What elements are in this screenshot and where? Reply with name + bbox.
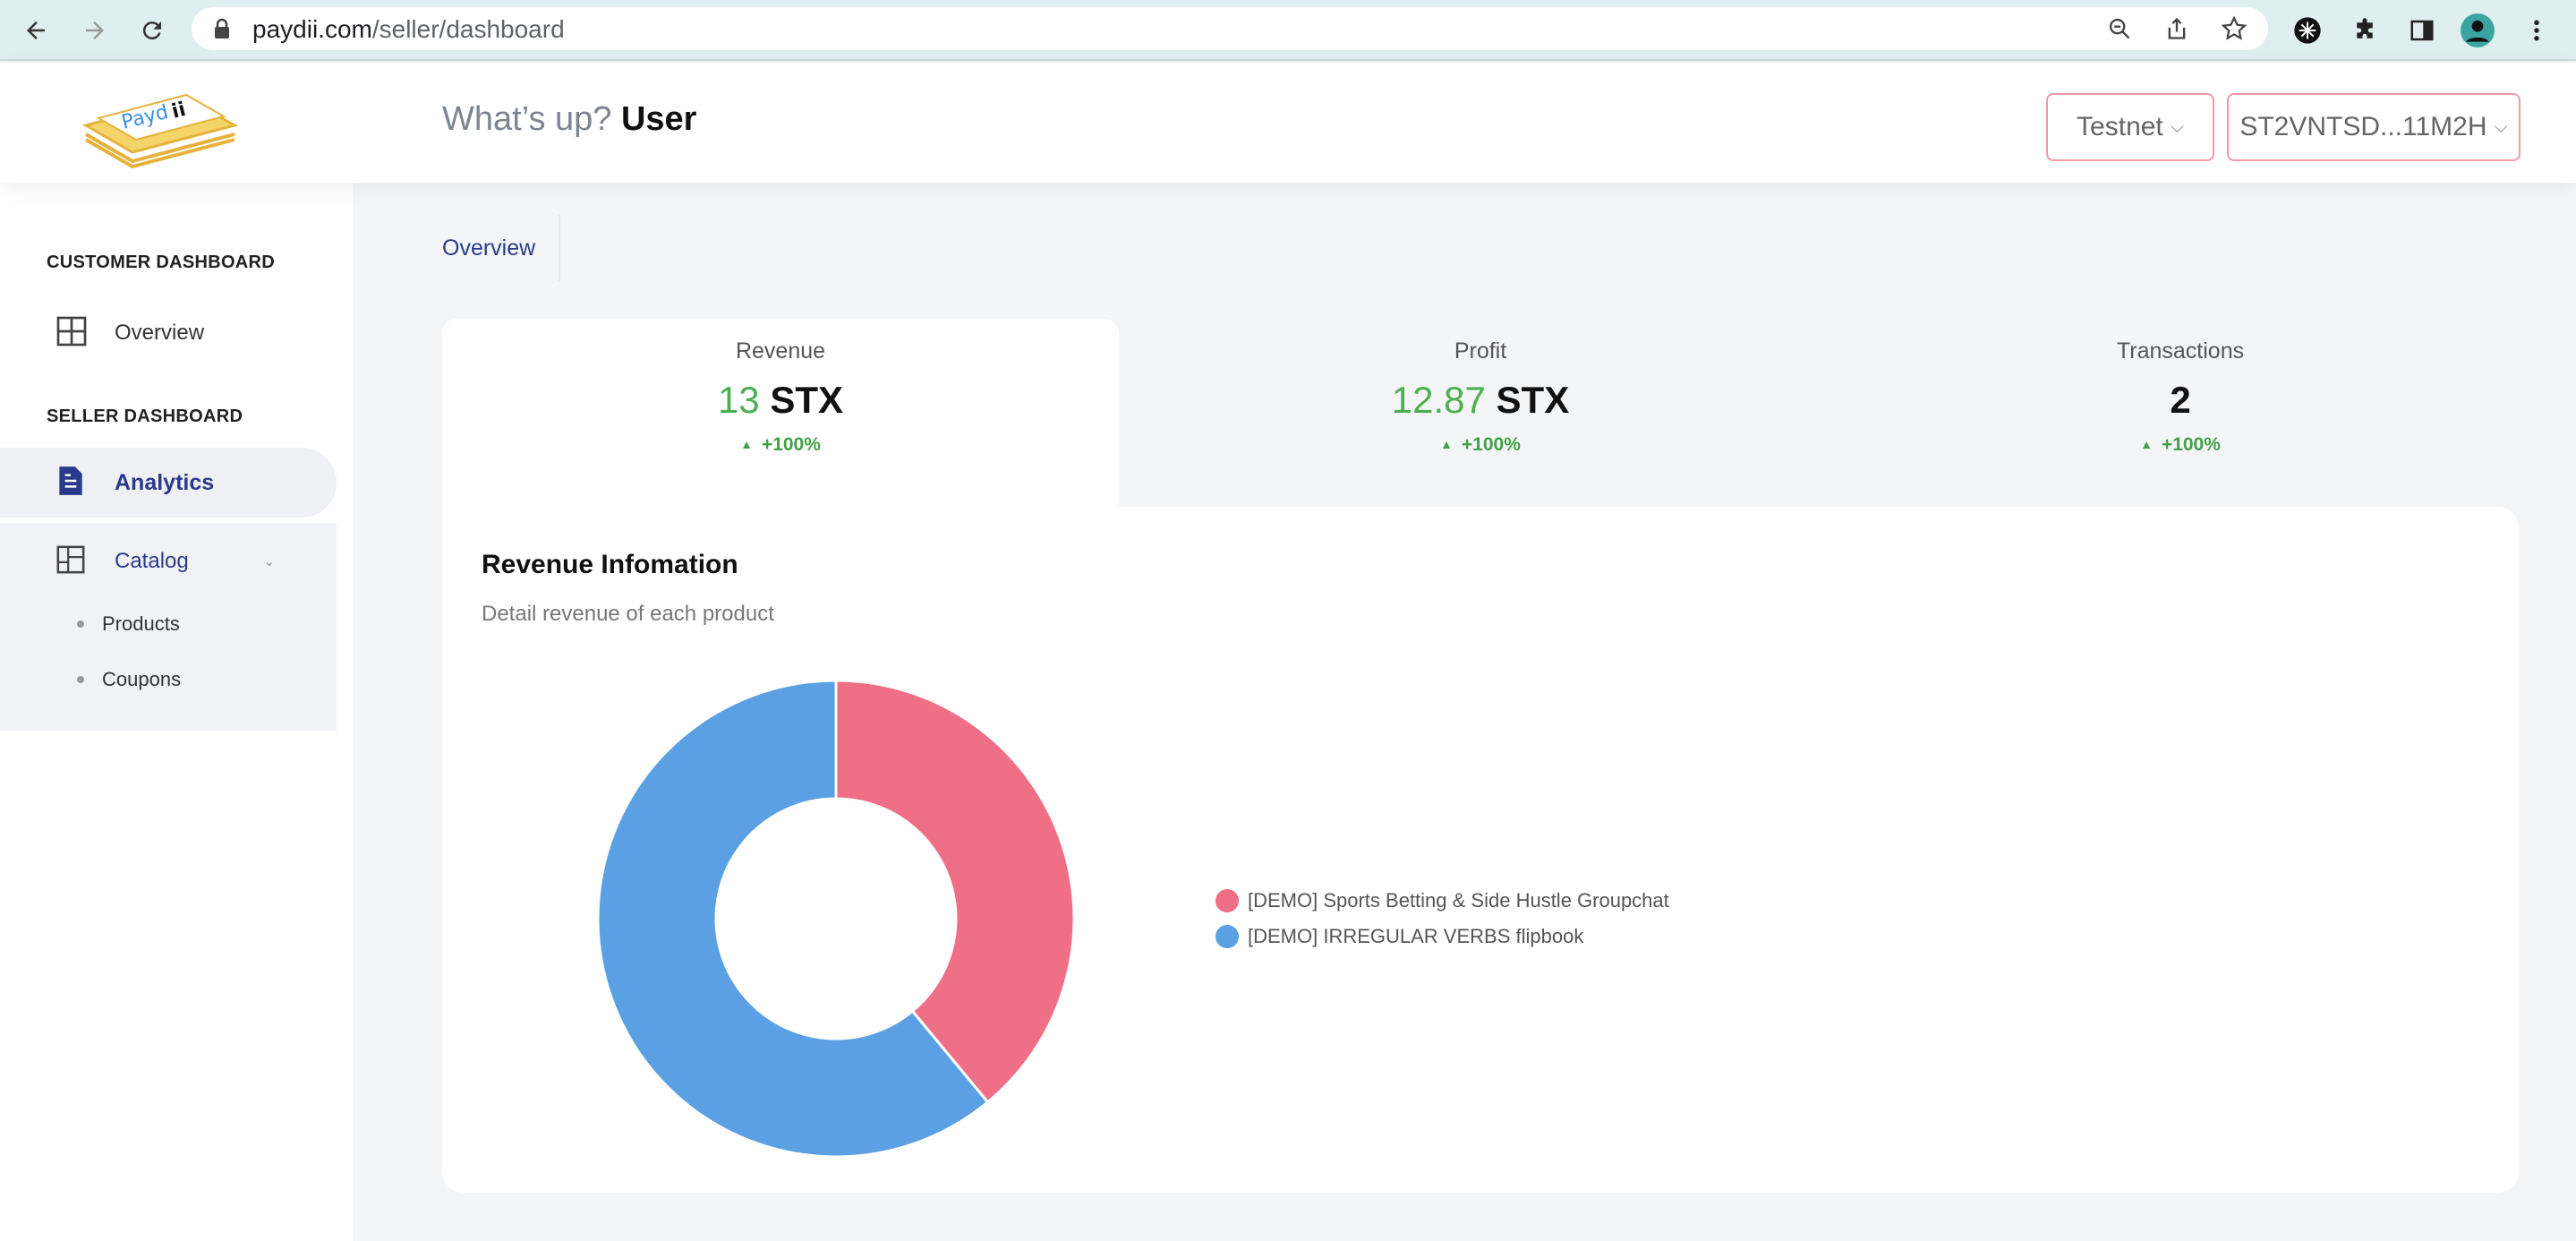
chevron-down-icon: ⌵ bbox=[2494, 116, 2508, 137]
sidebar: CUSTOMER DASHBOARD Overview SELLER DASHB… bbox=[0, 183, 353, 1241]
profile-avatar-icon[interactable] bbox=[2460, 13, 2495, 48]
stat-change-value: +100% bbox=[761, 434, 821, 455]
bullet-icon bbox=[77, 676, 84, 683]
customer-section-title: CUSTOMER DASHBOARD bbox=[47, 252, 276, 272]
legend-item-0[interactable]: [DEMO] Sports Betting & Side Hustle Grou… bbox=[1215, 883, 1669, 919]
legend-swatch bbox=[1215, 925, 1239, 948]
sidebar-item-label: Catalog bbox=[115, 549, 189, 573]
seller-section-title: SELLER DASHBOARD bbox=[47, 407, 243, 426]
up-triangle-icon: ▲ bbox=[2140, 437, 2153, 451]
bullet-icon bbox=[77, 620, 84, 628]
bookmark-star-icon[interactable] bbox=[2220, 14, 2248, 43]
legend-label: [DEMO] Sports Betting & Side Hustle Grou… bbox=[1248, 889, 1669, 911]
stat-change: ▲ +100% bbox=[442, 434, 1119, 456]
sidebar-subitem-coupons[interactable]: Coupons bbox=[77, 668, 181, 691]
stat-title: Profit bbox=[1454, 338, 1507, 364]
url-path: /seller/dashboard bbox=[371, 15, 565, 43]
stat-value: 2 bbox=[1842, 379, 2519, 422]
stat-revenue[interactable]: Revenue 13 STX ▲ +100% bbox=[442, 319, 1119, 507]
stat-change-value: +100% bbox=[2161, 434, 2221, 455]
back-icon[interactable] bbox=[18, 13, 54, 48]
app-header: Payd ii What’s up? User Testnet ⌵ ST2VNT… bbox=[0, 63, 2576, 183]
stat-change-value: +100% bbox=[1461, 434, 1521, 455]
legend-label: [DEMO] IRREGULAR VERBS flipbook bbox=[1248, 925, 1584, 947]
stat-number: 12.87 bbox=[1391, 379, 1486, 421]
stat-value: 12.87 STX bbox=[1142, 379, 1819, 422]
sidebar-item-analytics[interactable]: Analytics bbox=[0, 448, 337, 518]
donut-slice-0[interactable] bbox=[834, 679, 1076, 1105]
donut-slice-1[interactable] bbox=[596, 679, 990, 1159]
greeting-user: User bbox=[620, 100, 697, 138]
grid-icon bbox=[55, 315, 88, 352]
sidebar-subitem-products[interactable]: Products bbox=[77, 612, 180, 636]
greeting: What’s up? User bbox=[442, 100, 696, 139]
network-label: Testnet bbox=[2077, 112, 2163, 141]
network-select[interactable]: Testnet ⌵ bbox=[2046, 93, 2214, 161]
sidebar-item-overview[interactable]: Overview bbox=[0, 306, 337, 360]
reload-icon[interactable] bbox=[134, 13, 170, 48]
stat-transactions[interactable]: Transactions 2 ▲ +100% bbox=[1842, 319, 2519, 507]
card-title: Revenue Infomation bbox=[482, 550, 738, 579]
stat-value: 13 STX bbox=[442, 379, 1119, 422]
wallet-label: ST2VNTSD...11M2H bbox=[2239, 112, 2487, 141]
sidebar-item-label: Overview bbox=[115, 321, 205, 345]
card-subtitle: Detail revenue of each product bbox=[482, 602, 774, 626]
stat-number: 2 bbox=[2170, 379, 2191, 421]
stat-profit[interactable]: Profit 12.87 STX ▲ +100% bbox=[1142, 319, 1819, 507]
legend-swatch bbox=[1215, 889, 1239, 912]
browser-toolbar: paydii.com/seller/dashboard bbox=[0, 0, 2576, 61]
up-triangle-icon: ▲ bbox=[1440, 437, 1453, 451]
sidebar-item-label: Analytics bbox=[115, 469, 215, 495]
chart-legend: [DEMO] Sports Betting & Side Hustle Grou… bbox=[1215, 883, 1669, 954]
paydii-logo[interactable]: Payd ii bbox=[81, 72, 242, 175]
puzzle-icon[interactable] bbox=[2347, 13, 2383, 48]
stat-number: 13 bbox=[717, 379, 760, 421]
stat-unit: STX bbox=[770, 379, 844, 421]
address-bar[interactable]: paydii.com/seller/dashboard bbox=[192, 7, 2268, 50]
side-panel-icon[interactable] bbox=[2404, 13, 2440, 48]
chevron-down-icon[interactable]: ⌄ bbox=[263, 554, 276, 569]
sidebar-item-catalog[interactable]: Catalog ⌄ bbox=[0, 541, 337, 582]
browser-menu-icon[interactable] bbox=[2519, 13, 2555, 48]
extension-icon[interactable] bbox=[2290, 13, 2325, 48]
document-icon bbox=[55, 464, 86, 502]
lock-icon bbox=[213, 18, 231, 44]
stat-title: Revenue bbox=[735, 338, 826, 364]
revenue-card: Revenue Infomation Detail revenue of eac… bbox=[442, 507, 2519, 1193]
stat-title: Transactions bbox=[2116, 338, 2245, 364]
revenue-donut-chart bbox=[596, 679, 1076, 1159]
url-host: paydii.com bbox=[252, 15, 372, 43]
url-text: paydii.com/seller/dashboard bbox=[252, 15, 565, 44]
greeting-prefix: What’s up? bbox=[442, 100, 612, 138]
zoom-icon[interactable] bbox=[2105, 14, 2134, 43]
share-icon[interactable] bbox=[2162, 14, 2191, 43]
stat-change: ▲ +100% bbox=[1842, 434, 2519, 456]
stats-row: Revenue 13 STX ▲ +100% Profit 12.87 STX ▲… bbox=[442, 319, 2519, 507]
subitem-label: Coupons bbox=[102, 668, 182, 690]
wallet-select[interactable]: ST2VNTSD...11M2H ⌵ bbox=[2227, 93, 2521, 161]
svg-text:ii: ii bbox=[169, 98, 188, 124]
catalog-icon bbox=[55, 544, 86, 579]
stat-change: ▲ +100% bbox=[1142, 434, 1819, 456]
tab-overview[interactable]: Overview bbox=[442, 215, 561, 281]
chevron-down-icon: ⌵ bbox=[2170, 116, 2184, 137]
forward-icon[interactable] bbox=[77, 13, 113, 48]
catalog-group: Catalog ⌄ Products Coupons bbox=[0, 523, 337, 731]
up-triangle-icon: ▲ bbox=[740, 437, 753, 451]
subitem-label: Products bbox=[102, 612, 180, 635]
stat-unit: STX bbox=[1496, 379, 1570, 421]
legend-item-1[interactable]: [DEMO] IRREGULAR VERBS flipbook bbox=[1215, 919, 1669, 954]
